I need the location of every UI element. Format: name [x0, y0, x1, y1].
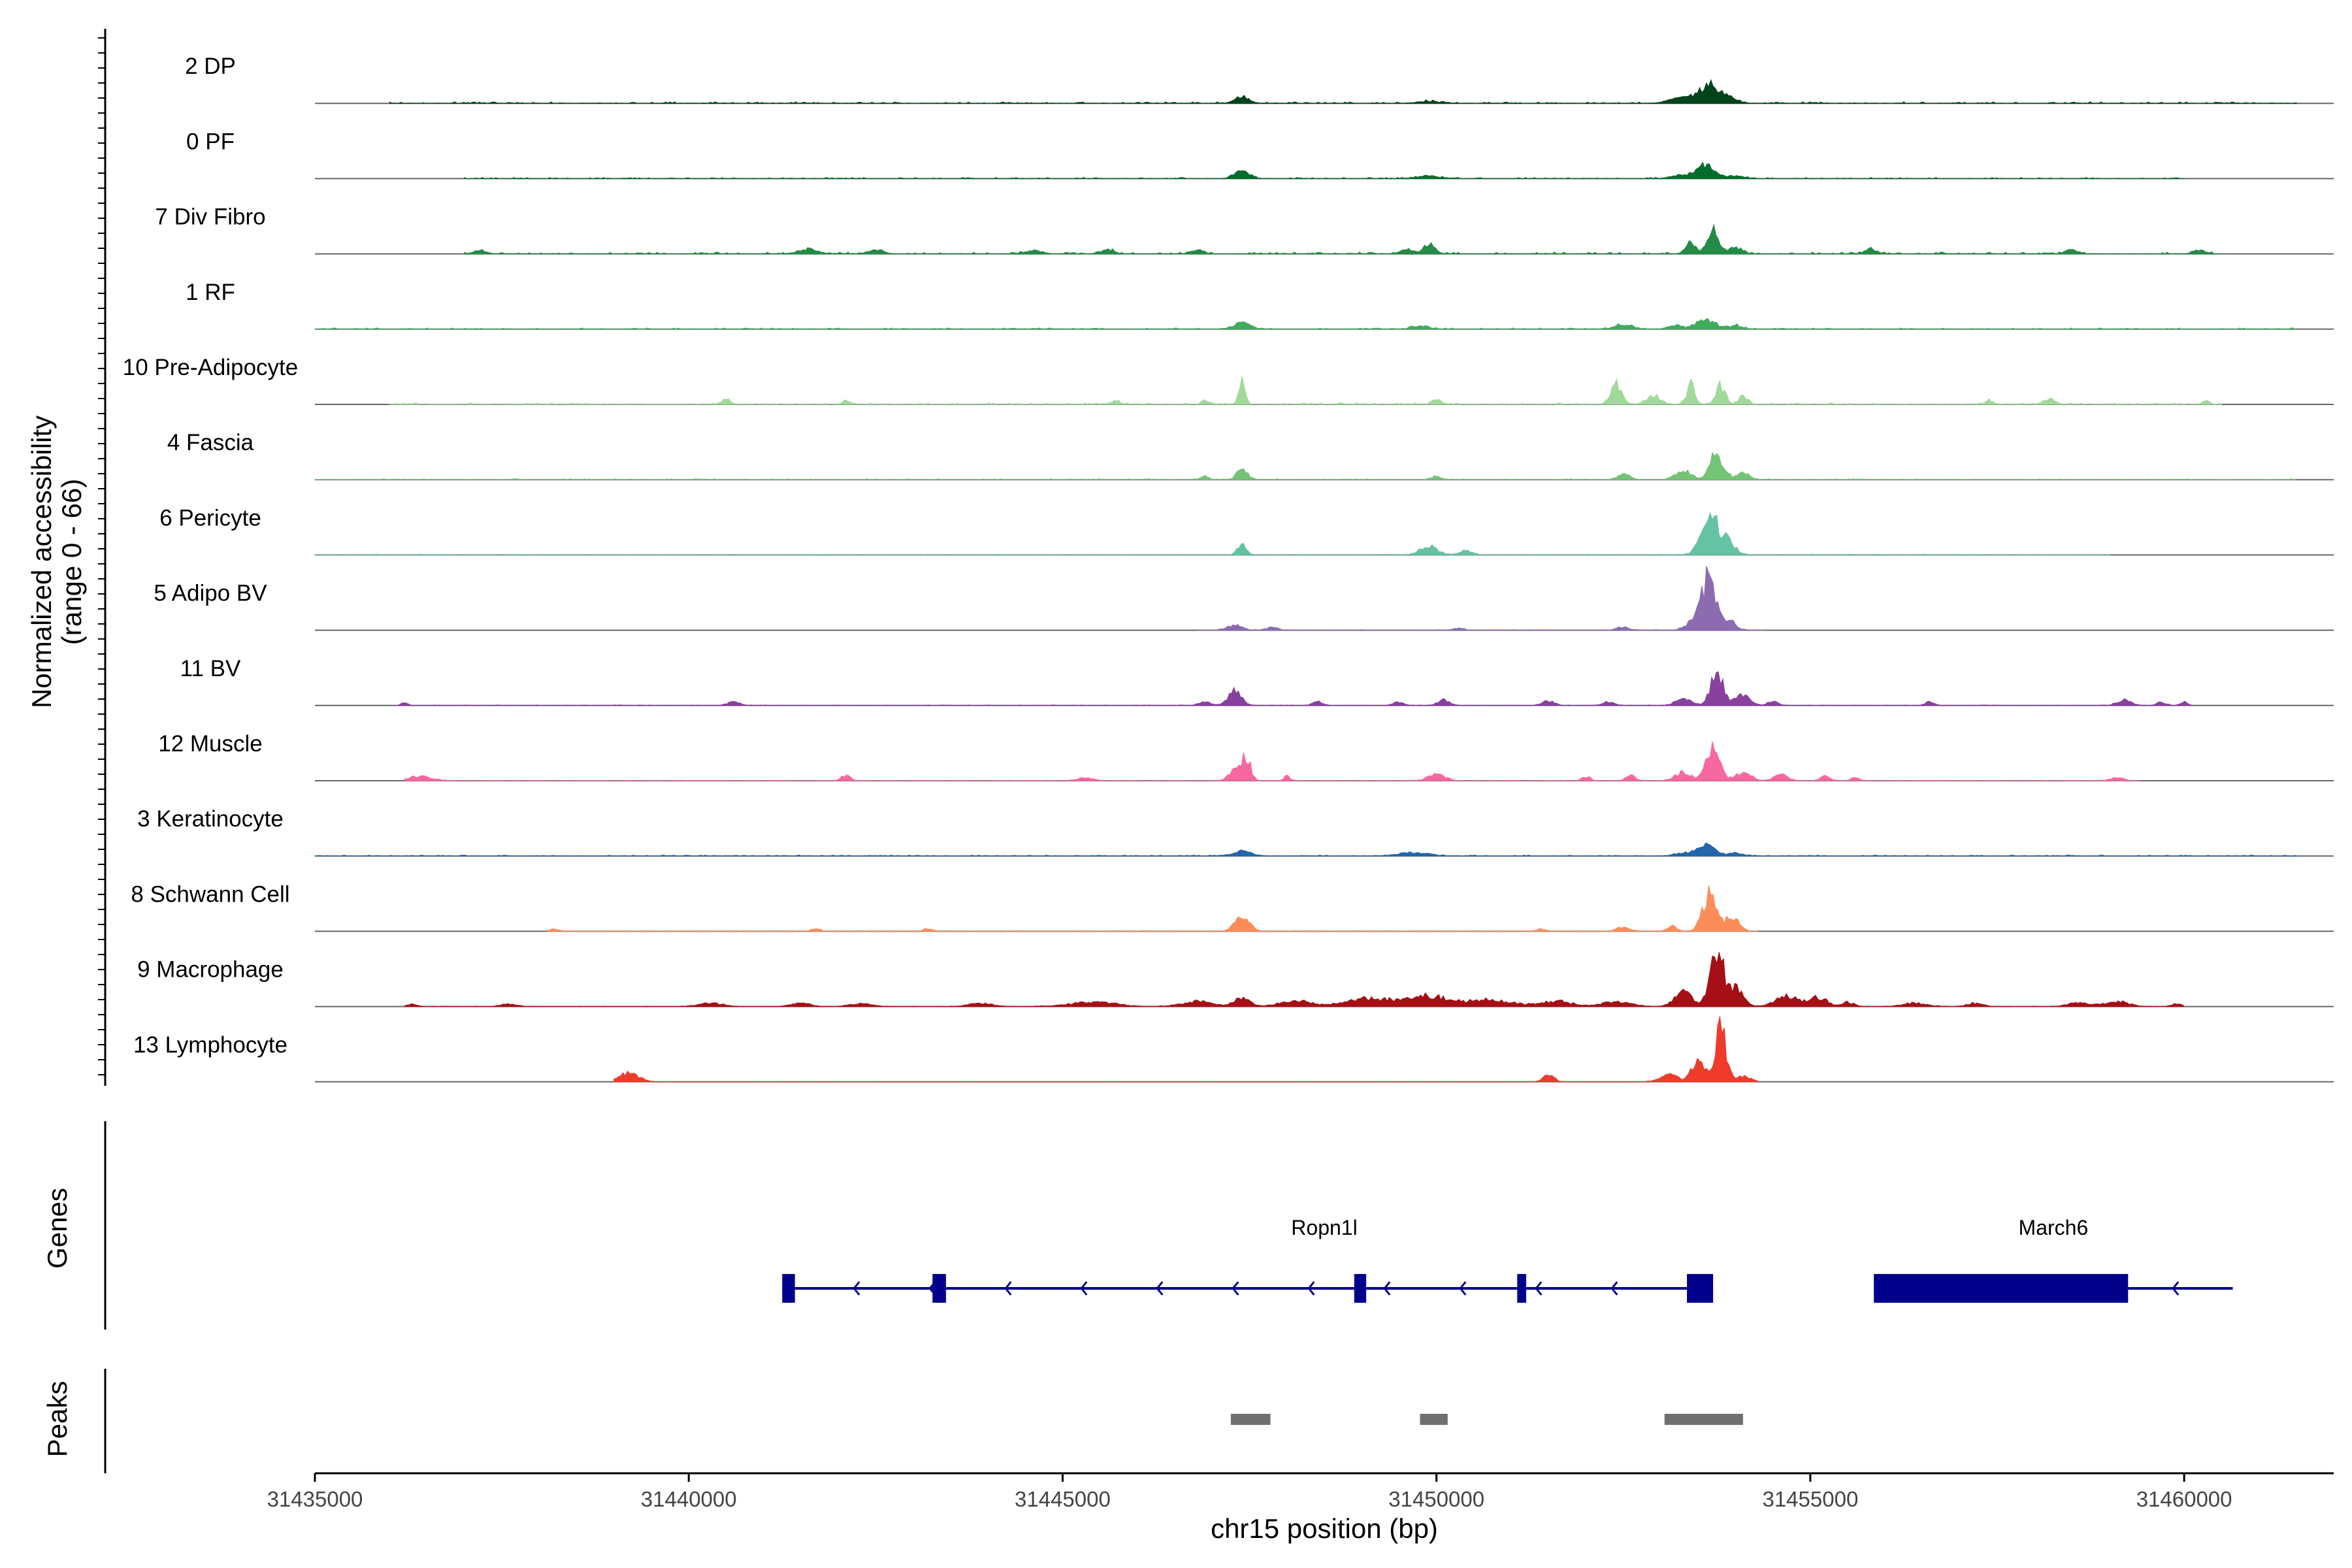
track-signal-1-rf — [314, 318, 2296, 330]
strand-arrow — [1307, 1281, 1315, 1296]
gene-exon — [782, 1274, 795, 1303]
gene-exon — [1687, 1274, 1714, 1303]
x-tick-label: 31455000 — [1762, 1487, 1858, 1511]
track-8-schwann-cell: 8 Schwann Cell — [131, 881, 2334, 932]
track-12-muscle: 12 Muscle — [158, 731, 2334, 781]
track-label: 3 Keratinocyte — [137, 806, 284, 832]
strand-arrow — [1156, 1281, 1164, 1296]
x-axis: chr15 position (bp) 31435000 31440000 3144… — [267, 1472, 2334, 1544]
track-3-keratinocyte: 3 Keratinocyte — [137, 806, 2334, 857]
track-11-bv: 11 BV — [180, 656, 2334, 706]
genes-track: Genes Ropn1l March6 — [42, 1121, 2233, 1330]
y-axis-ticks — [98, 37, 105, 1075]
accessibility-tracks: 2 DP 0 PF 7 Div Fibro 1 RF 10 Pre-Adipocyte 4… — [123, 54, 2334, 1083]
x-tick-label: 31460000 — [2136, 1487, 2232, 1511]
x-tick-label: 31450000 — [1388, 1487, 1484, 1511]
peaks-track-label: Peaks — [42, 1381, 73, 1458]
strand-arrow — [1459, 1281, 1467, 1296]
track-13-lymphocyte: 13 Lymphocyte — [133, 1016, 2334, 1083]
track-label: 12 Muscle — [158, 731, 263, 757]
track-label: 2 DP — [185, 54, 236, 79]
strand-arrow — [1080, 1281, 1088, 1296]
track-signal-0-pf — [464, 161, 2185, 179]
track-signal-13-lymphocyte — [613, 1016, 1759, 1083]
track-signal-7-div-fibro — [464, 223, 2222, 255]
peak-region — [1420, 1414, 1448, 1425]
gene-name-label: Ropn1l — [1291, 1216, 1357, 1239]
track-label: 6 Pericyte — [159, 505, 261, 531]
strand-arrow — [1004, 1281, 1012, 1296]
strand-arrow — [1383, 1281, 1391, 1296]
track-signal-2-dp — [389, 78, 2297, 104]
x-tick-label: 31440000 — [641, 1487, 737, 1511]
track-label: 13 Lymphocyte — [133, 1032, 287, 1058]
track-signal-11-bv — [397, 671, 2193, 706]
y-axis-title-line2: (range 0 - 66) — [56, 479, 87, 645]
strand-arrow — [1232, 1281, 1239, 1296]
track-signal-6-pericyte — [314, 512, 2110, 555]
gene-exon — [1354, 1274, 1367, 1303]
track-9-macrophage: 9 Macrophage — [137, 952, 2334, 1007]
peak-region — [1664, 1414, 1743, 1425]
x-tick-label: 31445000 — [1015, 1487, 1111, 1511]
y-axis-title-line1: Normalized accessibility — [26, 416, 57, 708]
strand-arrow — [1535, 1281, 1543, 1296]
strand-arrow — [1610, 1281, 1618, 1296]
peak-region — [1230, 1414, 1271, 1425]
track-2-dp: 2 DP — [185, 54, 2334, 105]
gene-exon — [1874, 1274, 2129, 1303]
y-axis-title: Normalized accessibility (range 0 - 66) — [26, 416, 87, 708]
track-10-pre-adipocyte: 10 Pre-Adipocyte — [123, 355, 2334, 405]
track-signal-9-macrophage — [404, 952, 2185, 1007]
track-label: 10 Pre-Adipocyte — [123, 355, 298, 380]
track-label: 9 Macrophage — [137, 957, 284, 983]
strand-arrow — [2172, 1281, 2180, 1296]
strand-arrow — [853, 1281, 860, 1296]
track-label: 11 BV — [180, 656, 241, 681]
genes-track-label: Genes — [42, 1188, 73, 1269]
track-signal-3-keratinocyte — [314, 842, 2298, 857]
track-1-rf: 1 RF — [186, 280, 2334, 330]
track-0-pf: 0 PF — [186, 129, 2334, 180]
gene-ropn1l: Ropn1l — [782, 1216, 1714, 1303]
track-signal-5-adipo-bv — [1196, 566, 1766, 631]
gene-march6: March6 — [1874, 1216, 2233, 1303]
track-signal-10-pre-adipocyte — [389, 376, 2223, 405]
track-label: 4 Fascia — [167, 430, 254, 455]
track-signal-8-schwann-cell — [546, 885, 1759, 932]
track-label: 0 PF — [186, 129, 235, 154]
track-label: 8 Schwann Cell — [131, 881, 289, 907]
gene-name-label: March6 — [2019, 1216, 2089, 1239]
track-label: 5 Adipo BV — [154, 581, 267, 606]
track-label: 7 Div Fibro — [155, 204, 265, 230]
x-axis-title: chr15 position (bp) — [1211, 1513, 1438, 1544]
track-6-pericyte: 6 Pericyte — [159, 505, 2334, 556]
track-5-adipo-bv: 5 Adipo BV — [154, 566, 2334, 631]
gene-exon — [1517, 1274, 1526, 1303]
peaks-track: Peaks — [42, 1369, 1743, 1473]
track-7-div-fibro: 7 Div Fibro — [155, 204, 2334, 255]
gene-exon — [932, 1274, 946, 1303]
track-label: 1 RF — [186, 280, 235, 305]
track-4-fascia: 4 Fascia — [167, 430, 2334, 481]
track-signal-12-muscle — [404, 741, 2140, 781]
track-signal-4-fascia — [314, 451, 2296, 480]
x-tick-label: 31435000 — [267, 1487, 363, 1511]
